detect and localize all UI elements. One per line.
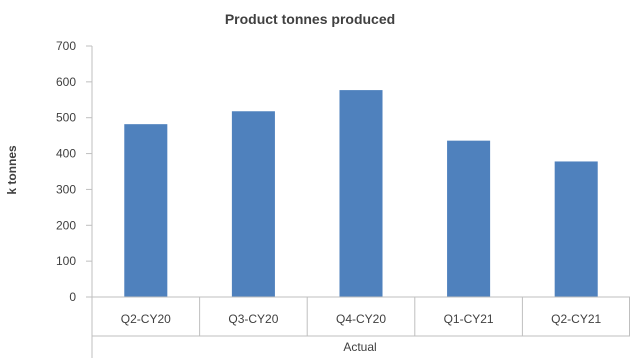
y-axis-label: k tonnes (5, 145, 19, 195)
y-tick-label-0: 0 (69, 290, 76, 304)
y-tick-label-3: 300 (56, 182, 76, 196)
x-tick-label-q3-cy20: Q3-CY20 (228, 312, 278, 326)
x-tick-label-q1-cy21: Q1-CY21 (444, 312, 494, 326)
y-tick-label-1: 100 (56, 254, 76, 268)
bar-q1-cy21 (447, 140, 491, 297)
y-tick-label-7: 700 (56, 39, 76, 53)
y-tick-label-6: 600 (56, 75, 76, 89)
bar-q2-cy20 (124, 124, 168, 297)
x-tick-label-q2-cy20: Q2-CY20 (121, 312, 171, 326)
y-tick-label-2: 200 (56, 218, 76, 232)
x-tick-label-q2-cy21: Q2-CY21 (551, 312, 601, 326)
bar-q3-cy20 (231, 111, 275, 297)
bar-q4-cy20 (339, 90, 383, 298)
y-tick-label-4: 400 (56, 147, 76, 161)
x-tick-label-q4-cy20: Q4-CY20 (336, 312, 386, 326)
y-tick-label-5: 500 (56, 111, 76, 125)
bar-q2-cy21 (554, 161, 598, 297)
chart-title: Product tonnes produced (225, 11, 395, 27)
x-axis-ticks: Q2-CY20 Q3-CY20 Q4-CY20 Q1-CY21 Q2-CY21 (121, 297, 602, 336)
x-group-label: Actual (343, 340, 376, 354)
bars-group (124, 90, 598, 298)
y-axis-ticks: 0 100 200 300 400 500 600 700 (56, 39, 92, 304)
